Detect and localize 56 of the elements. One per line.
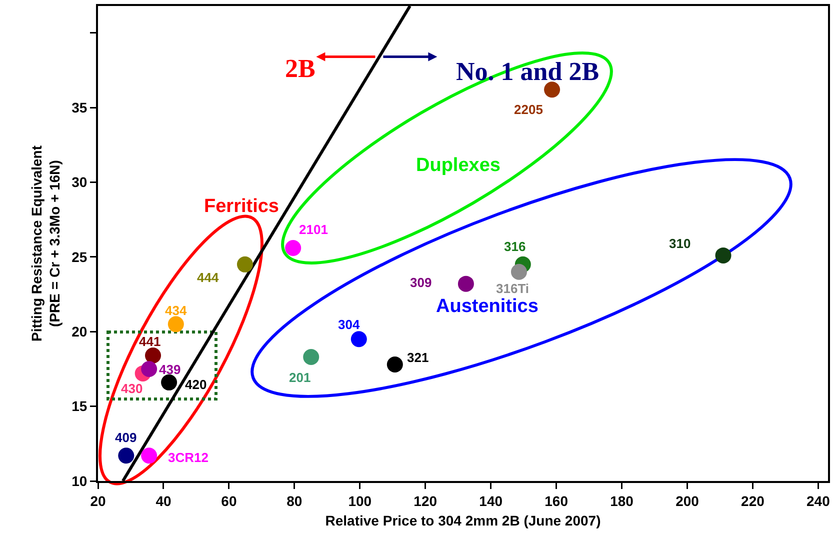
x-tick-label: 120 xyxy=(414,492,438,509)
point xyxy=(236,256,253,272)
point xyxy=(544,82,560,98)
series-label: 439 xyxy=(159,362,181,377)
series-label: 420 xyxy=(185,377,207,392)
x-tick-label: 80 xyxy=(286,492,302,509)
point xyxy=(141,448,158,464)
x-tick-label: 40 xyxy=(156,492,172,509)
annotation: 2B xyxy=(285,54,316,83)
y-tick-label: 30 xyxy=(72,174,88,190)
series-label: 441 xyxy=(139,334,161,349)
point xyxy=(118,448,134,464)
point xyxy=(141,360,158,377)
x-tick-label: 140 xyxy=(479,492,503,509)
series-label: 444 xyxy=(197,270,220,285)
y-tick-label: 25 xyxy=(72,248,88,265)
point xyxy=(145,348,161,364)
point xyxy=(510,264,527,280)
x-tick-label: 200 xyxy=(676,492,700,509)
x-tick-label: 220 xyxy=(741,492,765,509)
annotation: Austenitics xyxy=(436,296,538,317)
series-label: 434 xyxy=(165,303,188,318)
point xyxy=(386,356,403,372)
series-label: 409 xyxy=(115,430,137,445)
x-tick-label: 240 xyxy=(806,492,830,509)
series-label: 2205 xyxy=(514,102,543,117)
series-label: 2101 xyxy=(299,222,328,237)
series-label: 304 xyxy=(338,317,360,332)
text: 309 xyxy=(410,275,432,290)
series-label: 316Ti xyxy=(496,281,530,296)
x-tick-label: 180 xyxy=(610,492,634,509)
y-tick-label: 10 xyxy=(72,472,88,489)
point xyxy=(285,240,302,256)
series-label: 430 xyxy=(121,381,143,396)
point xyxy=(161,374,178,390)
series-label: 316 xyxy=(504,239,526,254)
x-tick-label: 160 xyxy=(544,492,568,509)
y-axis-title: Pitting Resistance Equivalent (PRE = Cr + 3.3Mo + 16N) xyxy=(28,145,63,342)
x-axis-title: Relative Price to 304 2mm 2B (June 2007) xyxy=(325,512,601,529)
annotation: Ferritics xyxy=(204,196,279,217)
point xyxy=(715,247,732,264)
y-tick-label: 35 xyxy=(72,99,88,116)
x-tick-label: 60 xyxy=(221,492,237,509)
x-tick-label: 100 xyxy=(348,492,372,509)
y-tick-label: 20 xyxy=(72,324,88,340)
point xyxy=(458,276,474,292)
annotation: Duplexes xyxy=(416,155,500,176)
y-tick-label: 15 xyxy=(72,398,88,414)
point xyxy=(350,331,367,348)
series-label: 310 xyxy=(669,236,691,251)
series-label: 201 xyxy=(289,370,311,385)
series-label: 3CR12 xyxy=(168,450,208,465)
point xyxy=(168,316,184,332)
point xyxy=(303,349,320,366)
x-tick-label: 20 xyxy=(90,492,106,509)
series-label: 321 xyxy=(407,350,429,365)
